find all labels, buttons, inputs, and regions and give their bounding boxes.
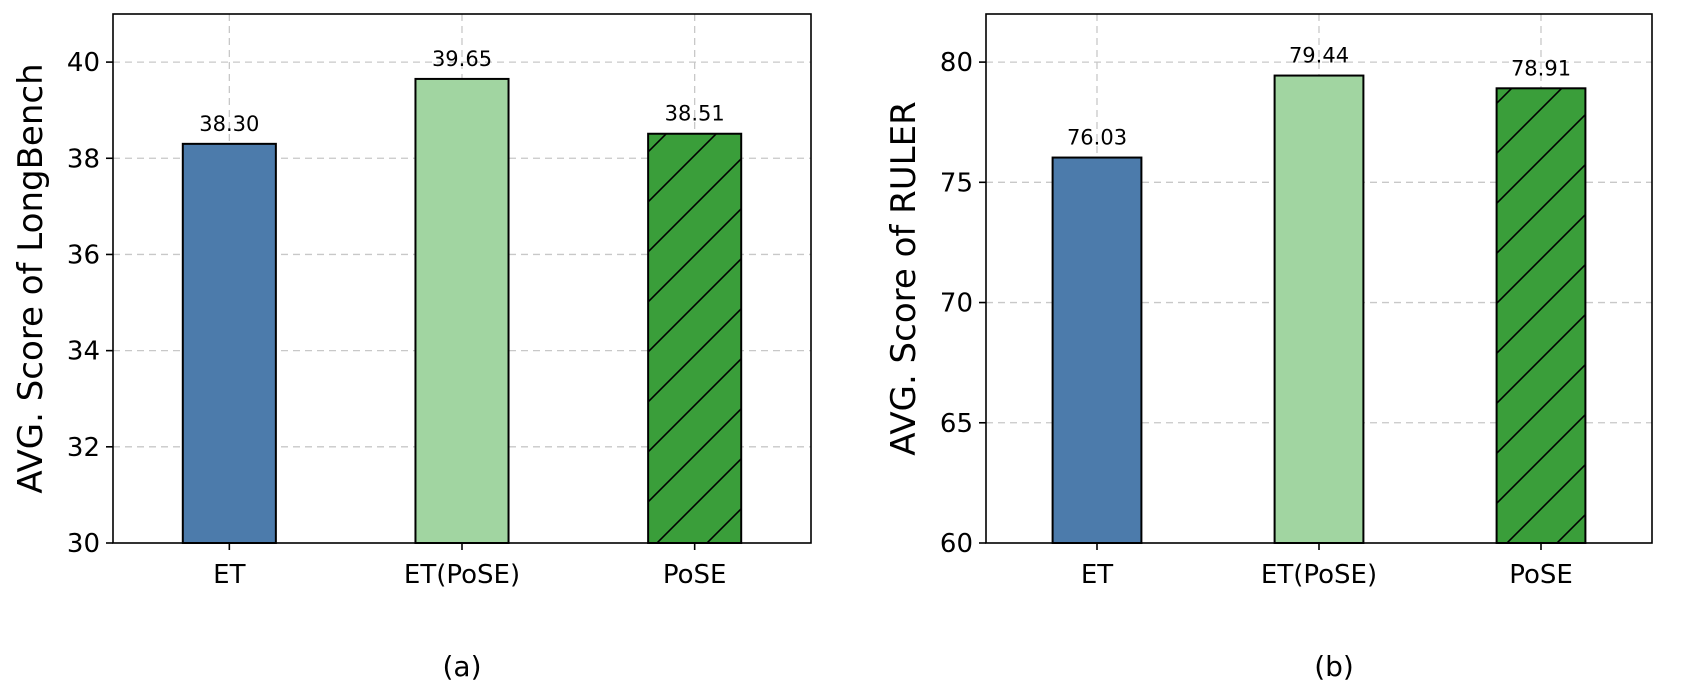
y-tick-label: 30 (67, 529, 100, 559)
data-label: 79.44 (1289, 44, 1349, 68)
chart-panel-b: 76.03 79.44 78.91 60 65 70 75 80 ET ET(PoSE) PoSE A… (884, 13, 1653, 683)
y-axis-title: AVG. Score of RULER (884, 101, 924, 455)
y-tick-label: 38 (67, 144, 100, 174)
bar-et-pose (414, 77, 510, 544)
chart-panel-a: 38.30 39.65 38.51 30 32 34 36 38 40 ET ET(PoSE) PoS… (11, 13, 812, 683)
bar-et (181, 142, 277, 544)
y-axis-title: AVG. Score of LongBench (11, 63, 51, 493)
bar-pose (1495, 87, 1587, 545)
panel-caption: (a) (442, 650, 481, 683)
y-tick-label: 40 (67, 48, 100, 78)
bar-pose (647, 132, 743, 544)
y-tick-label: 36 (67, 240, 100, 270)
data-label: 38.30 (199, 112, 259, 136)
y-tick-label: 34 (67, 337, 100, 367)
x-tick-label: PoSE (663, 560, 727, 590)
x-tick-label: ET (213, 560, 245, 590)
bar-et (1051, 156, 1143, 544)
y-tick-label: 32 (67, 433, 100, 463)
y-tick-label: 60 (940, 529, 973, 559)
y-tick-label: 80 (940, 48, 973, 78)
bar-et-pose (1273, 74, 1365, 544)
y-tick-label: 70 (940, 289, 973, 319)
x-tick-label: PoSE (1509, 560, 1573, 590)
data-label: 76.03 (1067, 126, 1127, 150)
y-tick-label: 75 (940, 168, 973, 198)
data-label: 78.91 (1511, 56, 1571, 80)
x-tick-label: ET (1081, 560, 1113, 590)
y-tick-label: 65 (940, 409, 973, 439)
x-tick-label: ET(PoSE) (404, 560, 520, 590)
panel-caption: (b) (1314, 650, 1354, 683)
data-label: 38.51 (665, 102, 725, 126)
data-label: 39.65 (432, 47, 492, 71)
x-tick-label: ET(PoSE) (1261, 560, 1377, 590)
